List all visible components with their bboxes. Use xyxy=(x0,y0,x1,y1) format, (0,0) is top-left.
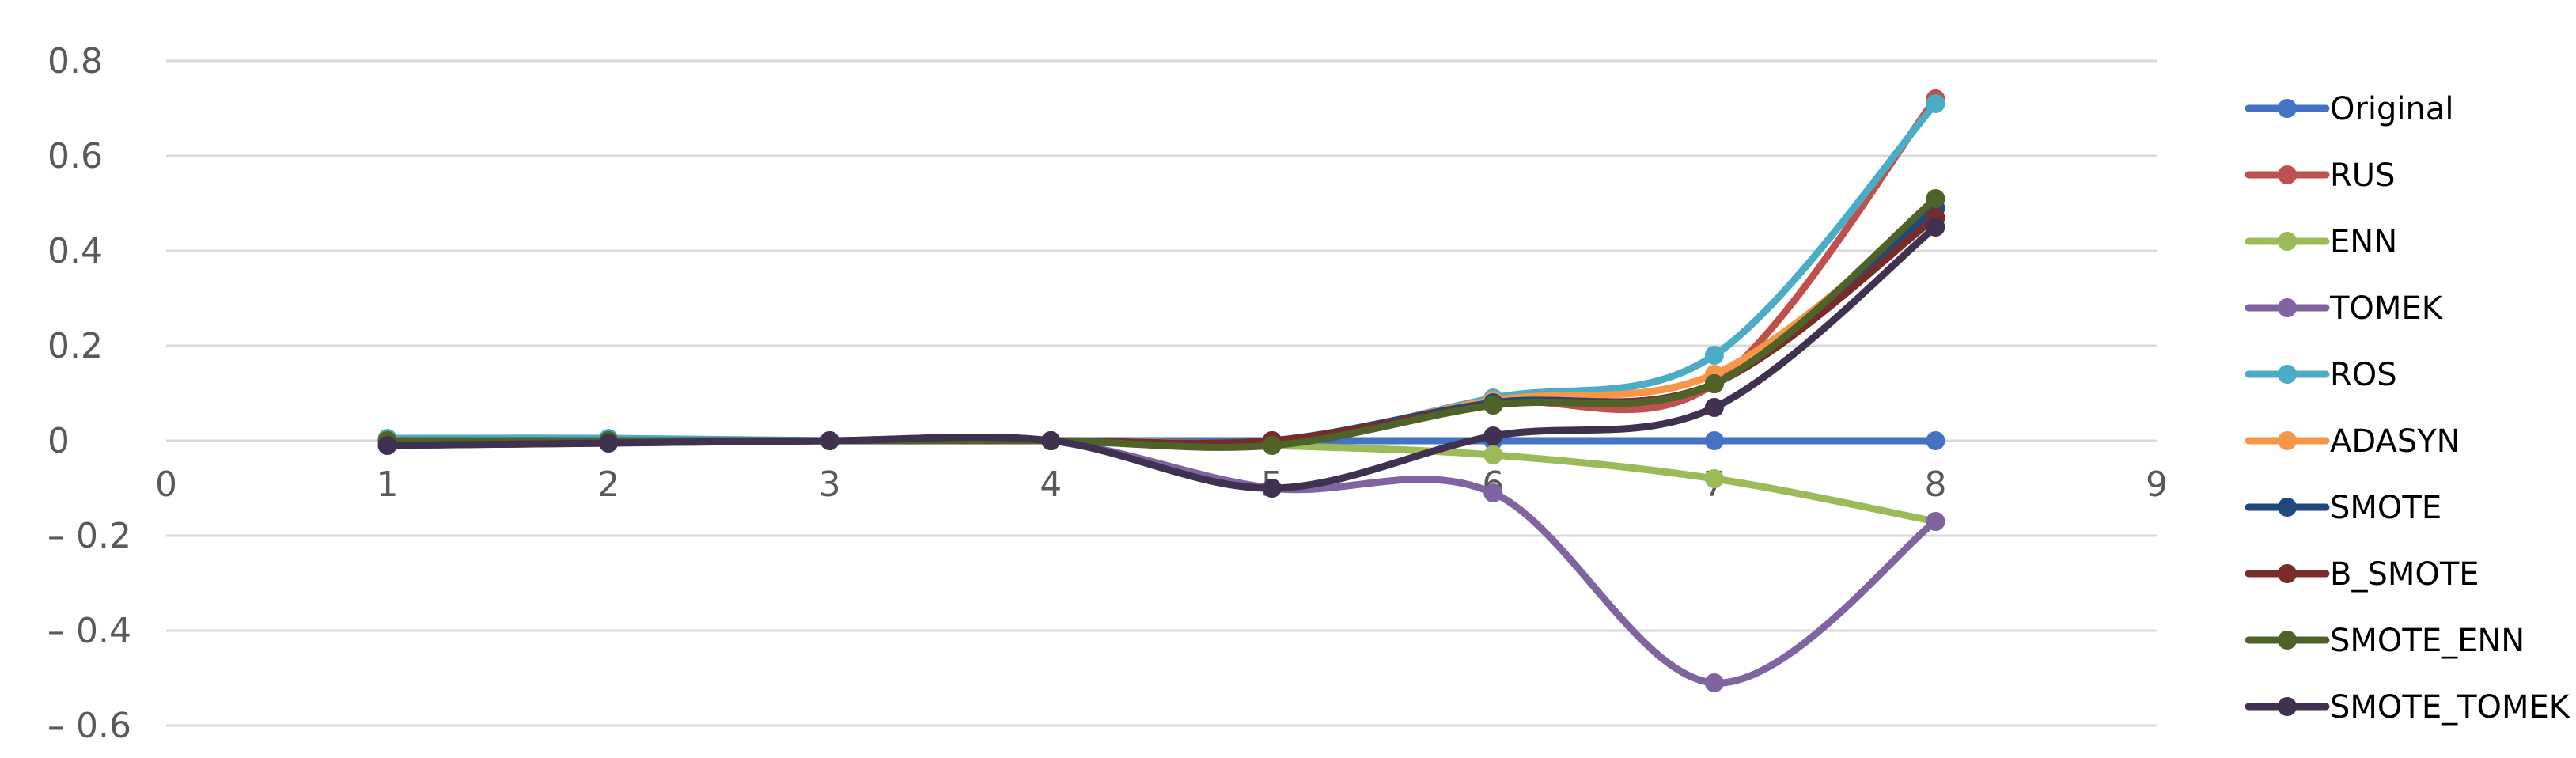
legend-swatch-marker xyxy=(2278,631,2297,650)
data-point xyxy=(377,436,397,455)
legend-label: RUS xyxy=(2330,157,2395,194)
x-tick-label: 4 xyxy=(1040,464,1062,505)
legend-label: B_SMOTE xyxy=(2330,556,2479,593)
y-tick-label: 0 xyxy=(47,421,70,461)
legend-swatch-marker xyxy=(2278,232,2297,251)
legend-item: ADASYN xyxy=(2245,423,2460,460)
data-point xyxy=(1041,431,1061,450)
legend-label: TOMEK xyxy=(2329,290,2444,327)
legend-item: SMOTE_TOMEK xyxy=(2245,689,2571,726)
legend-item: B_SMOTE xyxy=(2245,556,2479,593)
x-tick-label: 9 xyxy=(2146,464,2168,505)
data-point xyxy=(599,434,619,453)
data-point xyxy=(1483,445,1503,464)
data-point xyxy=(1704,469,1724,488)
legend-item: Original xyxy=(2245,91,2454,127)
legend-item: ROS xyxy=(2245,357,2397,393)
series-smote-tomek xyxy=(377,218,1945,498)
legend-swatch-marker xyxy=(2278,697,2297,716)
data-point xyxy=(1262,479,1282,498)
legend-label: ADASYN xyxy=(2330,423,2460,460)
data-point xyxy=(820,431,839,450)
x-tick-label: 1 xyxy=(377,464,399,505)
legend: Original RUS ENN TOMEK ROS ADASYN SMOTE B_SMOTE… xyxy=(2245,91,2571,726)
legend-label: SMOTE_TOMEK xyxy=(2330,689,2571,726)
legend-item: SMOTE_ENN xyxy=(2245,623,2525,659)
y-tick-label: – 0.6 xyxy=(47,706,131,746)
data-point xyxy=(1926,189,1945,208)
series-lines xyxy=(377,89,1945,692)
x-tick-label: 3 xyxy=(819,464,841,505)
y-tick-label: – 0.2 xyxy=(47,516,131,556)
legend-swatch-marker xyxy=(2278,365,2297,384)
data-point xyxy=(1704,346,1724,365)
legend-label: SMOTE xyxy=(2330,490,2442,526)
data-point xyxy=(1704,431,1724,450)
legend-item: TOMEK xyxy=(2245,290,2444,327)
data-point xyxy=(1483,396,1503,415)
gridlines xyxy=(166,59,2157,727)
series-line xyxy=(384,204,1939,448)
data-point xyxy=(1704,374,1724,393)
legend-label: SMOTE_ENN xyxy=(2330,623,2525,659)
legend-swatch-marker xyxy=(2278,431,2297,450)
y-tick-label: 0.6 xyxy=(47,136,103,176)
series-rus xyxy=(377,89,1945,450)
data-point xyxy=(1704,398,1724,417)
data-point xyxy=(1704,673,1724,692)
data-point xyxy=(1926,218,1945,237)
legend-item: SMOTE xyxy=(2245,490,2442,526)
legend-swatch-marker xyxy=(2278,165,2297,184)
legend-swatch-marker xyxy=(2278,99,2297,118)
data-point xyxy=(1483,426,1503,445)
y-tick-label: 0.2 xyxy=(47,326,103,366)
data-point xyxy=(1262,436,1282,455)
legend-swatch-marker xyxy=(2278,298,2297,317)
data-point xyxy=(1483,483,1503,502)
legend-label: ENN xyxy=(2330,224,2397,260)
x-tick-label: 8 xyxy=(1924,464,1946,505)
data-point xyxy=(1926,512,1945,531)
y-axis-ticks: 0.8 0.6 0.4 0.2 0 – 0.2 – 0.4 – 0.6 xyxy=(47,41,131,746)
y-tick-label: 0.8 xyxy=(47,41,103,81)
legend-label: ROS xyxy=(2330,357,2397,393)
y-tick-label: – 0.4 xyxy=(47,611,131,651)
data-point xyxy=(1926,94,1945,113)
x-tick-label: 2 xyxy=(597,464,619,505)
data-point xyxy=(1926,431,1945,450)
y-tick-label: 0.4 xyxy=(47,231,103,271)
x-tick-label: 0 xyxy=(155,464,177,505)
legend-item: ENN xyxy=(2245,224,2397,260)
legend-item: RUS xyxy=(2245,157,2395,194)
legend-swatch-marker xyxy=(2278,498,2297,517)
legend-swatch-marker xyxy=(2278,564,2297,583)
series-ros xyxy=(377,94,1945,453)
legend-label: Original xyxy=(2330,91,2454,127)
